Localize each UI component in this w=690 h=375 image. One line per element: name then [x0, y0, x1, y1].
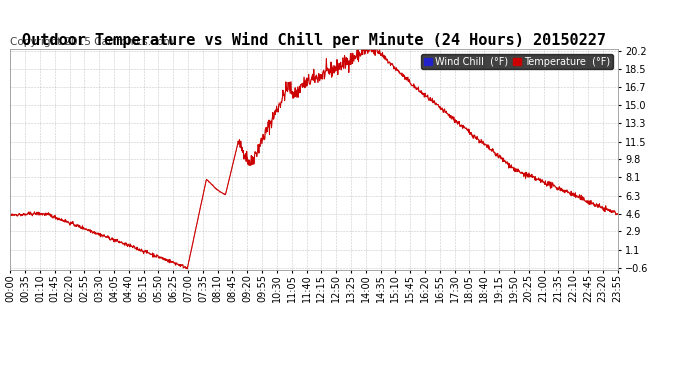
Text: Copyright 2015 Cartronics.com: Copyright 2015 Cartronics.com: [10, 36, 174, 46]
Title: Outdoor Temperature vs Wind Chill per Minute (24 Hours) 20150227: Outdoor Temperature vs Wind Chill per Mi…: [22, 32, 606, 48]
Legend: Wind Chill  (°F), Temperature  (°F): Wind Chill (°F), Temperature (°F): [422, 54, 613, 69]
